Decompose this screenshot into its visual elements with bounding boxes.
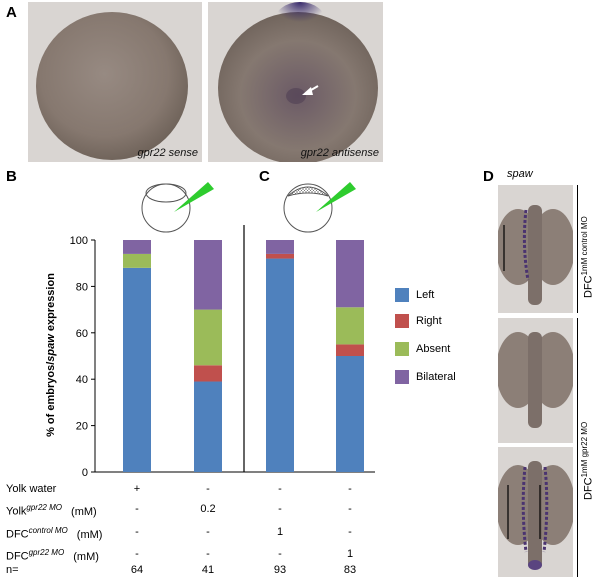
micrograph-gpr22-mo-bilateral: [498, 447, 573, 577]
condition-value: -: [348, 526, 352, 538]
bar-segment-bilateral: [123, 240, 151, 254]
label-dfc-control-mo: DFC1mM control MO: [580, 216, 595, 298]
panel-d-title: spaw: [507, 168, 533, 180]
bar-segment-absent: [123, 253, 151, 268]
condition-value: 41: [201, 564, 215, 576]
legend-swatch: [395, 288, 409, 302]
condition-value: 64: [130, 564, 144, 576]
y-axis-label: % of embryos/spaw expression: [45, 273, 57, 437]
bar-segment-left: [194, 381, 222, 472]
panel-letter-d: D: [483, 168, 494, 185]
legend-swatch: [395, 342, 409, 356]
caption-sense: gpr22 sense: [137, 147, 198, 159]
bracket-control: [577, 185, 578, 313]
legend-label: Bilateral: [416, 371, 456, 383]
condition-value: -: [348, 483, 352, 495]
panel-letter-b: B: [6, 168, 17, 185]
bar-segment-absent: [194, 309, 222, 366]
y-tick-label: 20: [76, 421, 88, 433]
panel-letter-c: C: [259, 168, 270, 185]
bar-segment-right: [194, 365, 222, 382]
condition-value: -: [135, 548, 139, 560]
condition-label: DFCcontrol MO (mM): [6, 526, 103, 541]
legend-label: Right: [416, 315, 442, 327]
y-tick-label: 0: [82, 467, 88, 479]
condition-value: 1: [346, 548, 354, 560]
bar-segment-right: [266, 253, 294, 259]
legend-swatch: [395, 370, 409, 384]
schematic-yolk-injection: [141, 182, 214, 233]
condition-value: 0.2: [200, 503, 216, 515]
condition-value: -: [206, 483, 210, 495]
legend-item-left: Left: [395, 288, 434, 302]
bar-segment-bilateral: [194, 240, 222, 310]
micrograph-control-mo: [498, 185, 573, 313]
embryo-gpr22-bilateral-image: [498, 461, 573, 570]
bracket-gpr22: [577, 318, 578, 577]
schematic-dfc-injection: [283, 182, 356, 233]
legend-label: Left: [416, 289, 435, 301]
legend-swatch: [395, 314, 409, 328]
condition-value: -: [278, 548, 282, 560]
condition-label: Yolkgpr22 MO (mM): [6, 503, 97, 518]
condition-value: -: [135, 526, 139, 538]
label-dfc-gpr22-mo: DFC1mM gpr22 MO: [580, 421, 595, 500]
bar-segment-right: [336, 344, 364, 356]
embryo-sense-image: [36, 12, 188, 160]
y-tick-label: 60: [76, 328, 88, 340]
y-tick-label: 100: [70, 235, 88, 247]
condition-value: -: [206, 526, 210, 538]
embryo-control-image: [498, 205, 573, 305]
bar-segment-left: [336, 356, 364, 472]
bar-segment-bilateral: [266, 240, 294, 254]
bar-segment-left: [123, 267, 151, 472]
legend-item-absent: Absent: [395, 342, 450, 356]
y-tick-label: 40: [76, 374, 88, 386]
bar-segment-absent: [336, 307, 364, 345]
condition-label: n=: [6, 564, 19, 576]
condition-label: Yolk water: [6, 483, 57, 495]
condition-value: 1: [276, 526, 284, 538]
condition-label: DFCgpr22 MO (mM): [6, 548, 99, 563]
micrograph-antisense: gpr22 antisense: [208, 2, 383, 162]
y-tick-label: 80: [76, 281, 88, 293]
condition-value: +: [133, 483, 141, 495]
condition-value: 93: [273, 564, 287, 576]
condition-value: 83: [343, 564, 357, 576]
condition-value: -: [278, 483, 282, 495]
arrow-icon: [302, 85, 319, 95]
condition-value: -: [278, 503, 282, 515]
needle-icon: [316, 182, 356, 212]
stacked-bar-chart: 0 20 40 60 80 100 % of embryos/spaw expressio…: [45, 225, 375, 479]
condition-value: -: [206, 548, 210, 560]
panel-letter-a: A: [6, 4, 17, 21]
condition-value: -: [135, 503, 139, 515]
bar-segment-bilateral: [336, 240, 364, 308]
legend-item-bilateral: Bilateral: [395, 370, 456, 384]
embryo-gpr22-absent-image: [498, 332, 573, 428]
caption-antisense: gpr22 antisense: [300, 147, 379, 159]
bar-segment-left: [266, 258, 294, 472]
micrograph-gpr22-mo-absent: [498, 318, 573, 443]
needle-icon: [174, 182, 214, 212]
legend-item-right: Right: [395, 314, 442, 328]
legend-label: Absent: [416, 343, 451, 355]
embryo-antisense-image: [218, 2, 378, 162]
micrograph-sense: gpr22 sense: [28, 2, 202, 162]
condition-value: -: [348, 503, 352, 515]
